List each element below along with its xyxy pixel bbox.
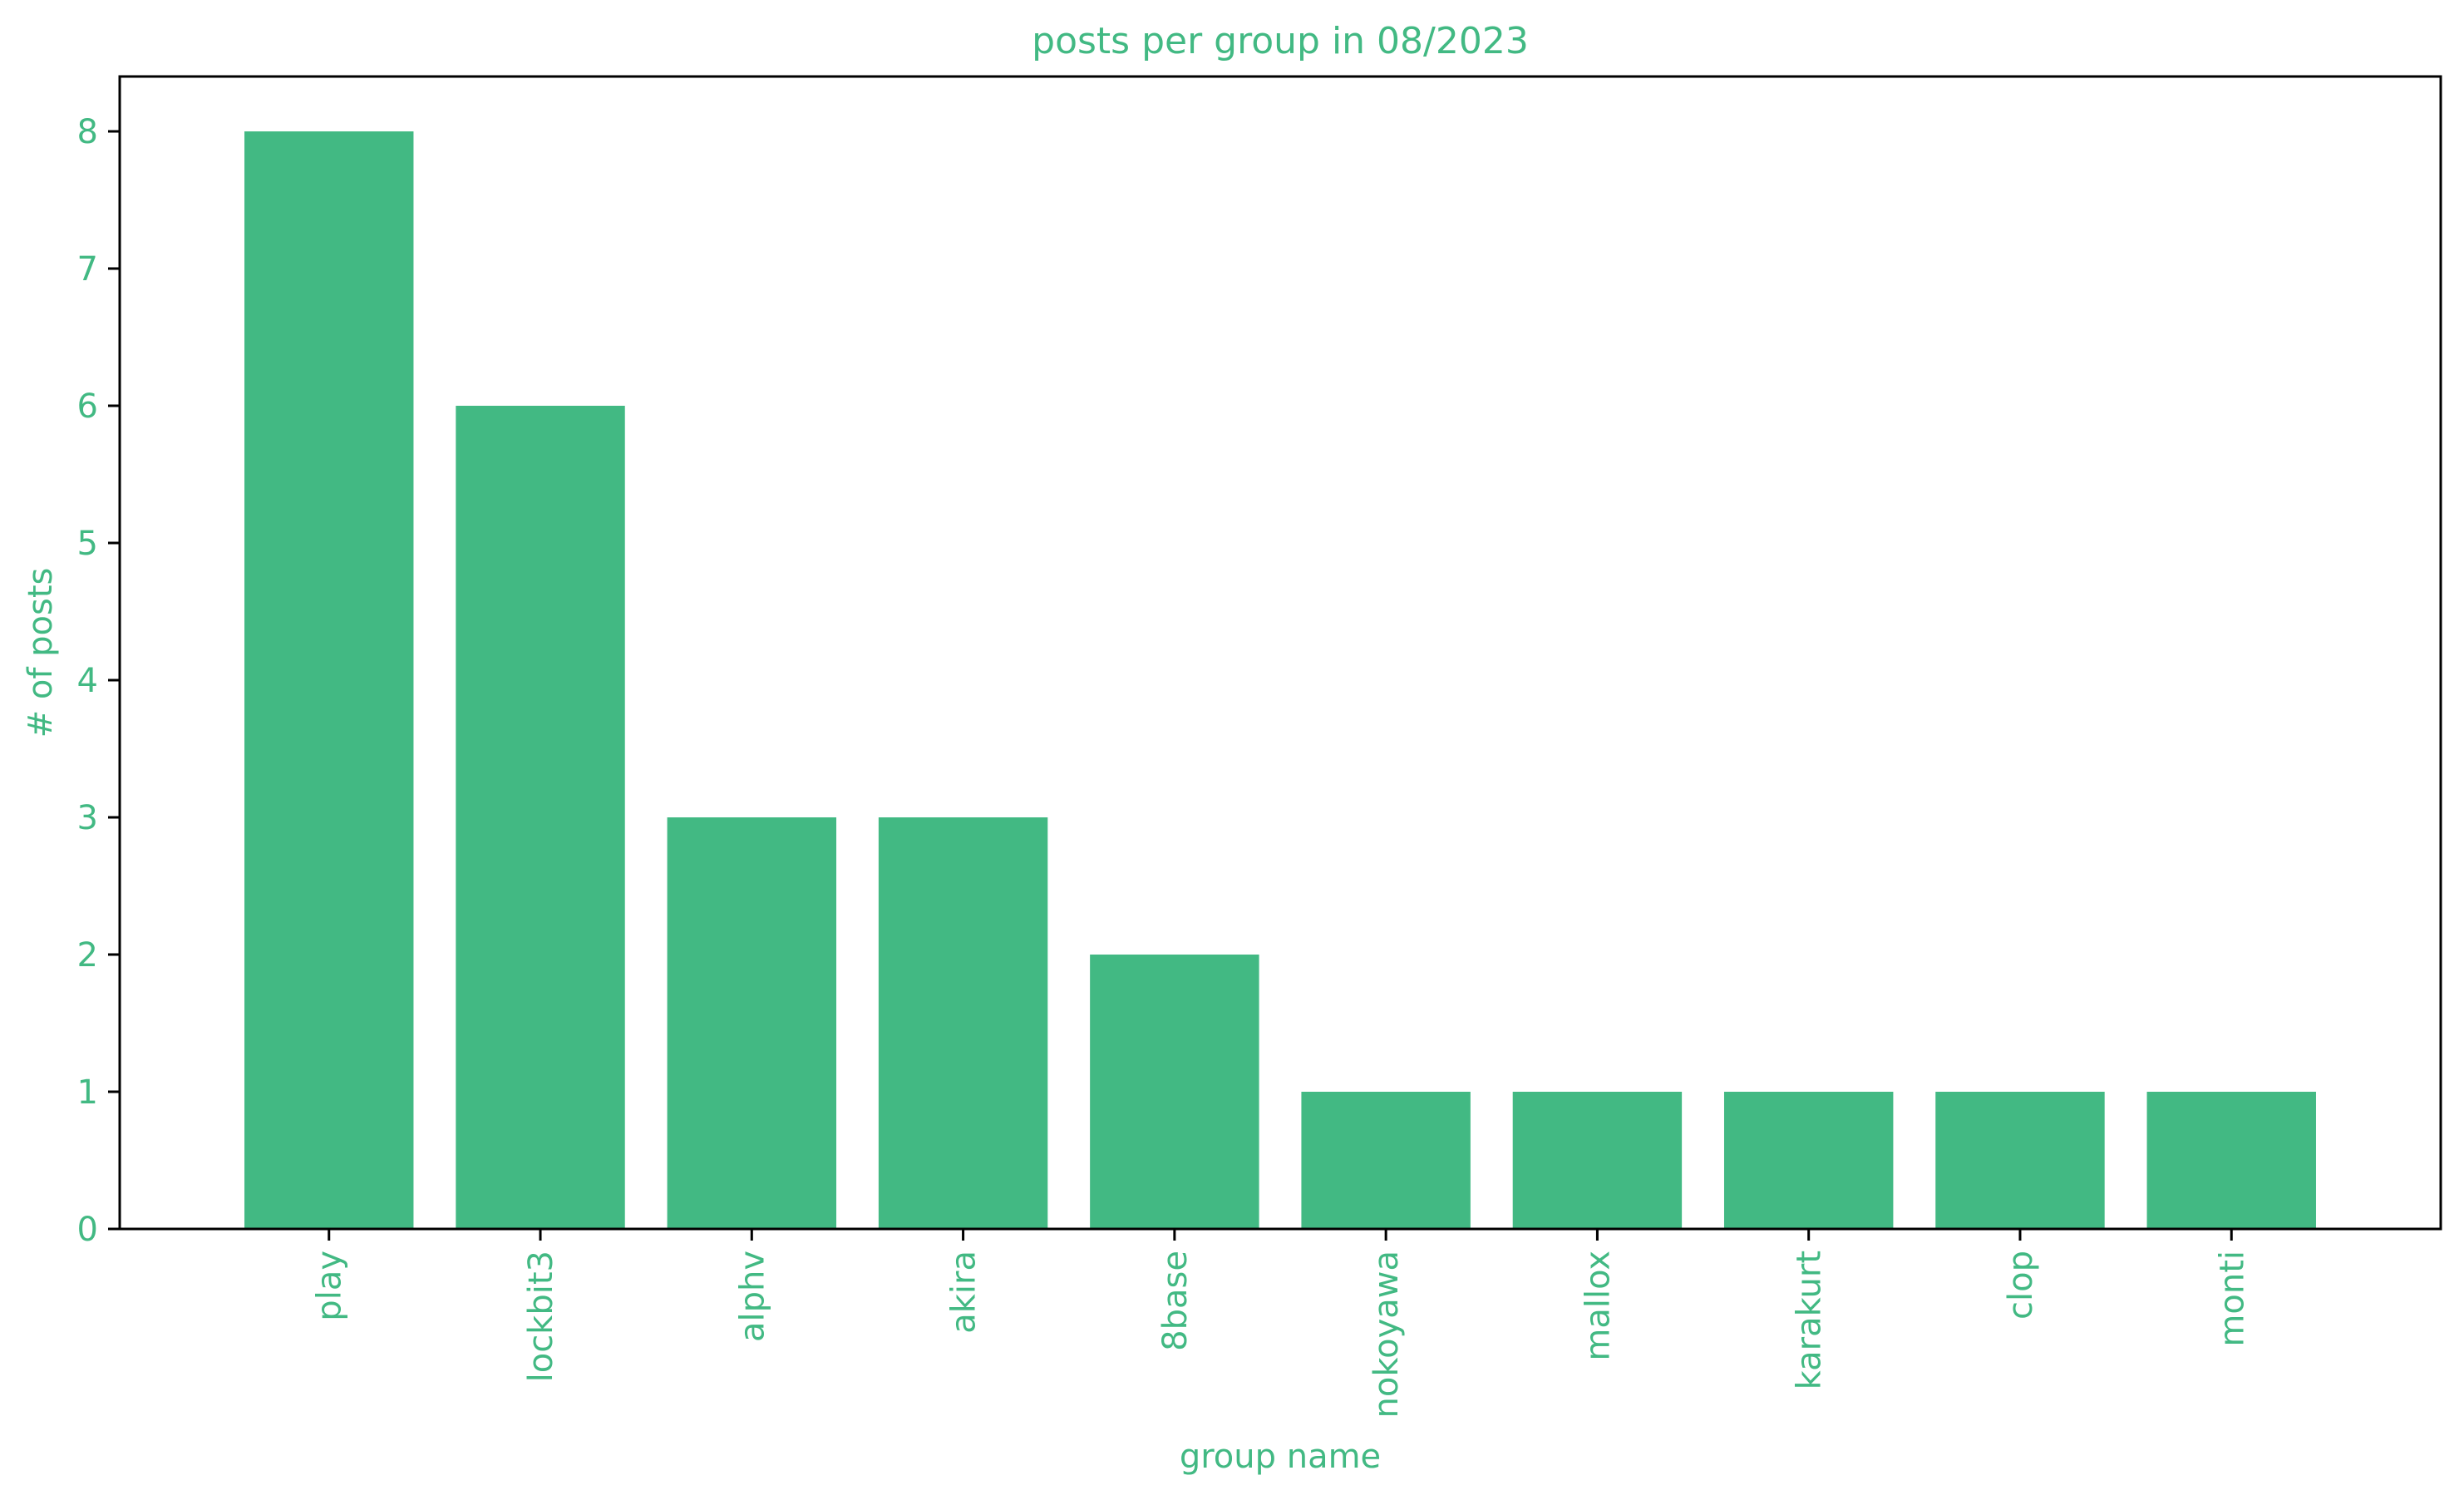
y-axis-ticks: 0 1 2 3 4 5 6 7 8 [77,113,120,1249]
y-tick-label: 1 [77,1073,98,1112]
x-tick-label-alphv: alphv [733,1251,771,1342]
y-axis-label: # of posts [22,568,60,738]
x-tick-label-8base: 8base [1156,1251,1195,1351]
x-tick-label-play: play [311,1251,349,1321]
y-tick-label: 4 [77,662,98,700]
y-tick-label: 2 [77,936,98,975]
y-tick-label: 6 [77,387,98,426]
bar-monti [2146,1092,2316,1229]
x-tick-label-clop: clop [2002,1251,2040,1320]
x-tick-label-lockbit3: lockbit3 [522,1251,560,1382]
x-tick-label-karakurt: karakurt [1791,1251,1829,1389]
bar-mallox [1512,1092,1683,1229]
bar-clop [1935,1092,2105,1229]
y-tick-label: 0 [77,1211,98,1249]
x-tick-label-nokoyawa: nokoyawa [1368,1251,1406,1418]
x-tick-label-mallox: mallox [1579,1251,1617,1361]
y-tick-label: 7 [77,250,98,289]
bar-alphv [667,817,837,1229]
y-tick-label: 8 [77,113,98,151]
bar-akira [878,817,1048,1229]
x-tick-label-akira: akira [945,1251,983,1334]
bar-8base [1090,955,1259,1229]
y-tick-label: 3 [77,799,98,837]
x-axis-label: group name [1180,1438,1381,1476]
bar-nokoyawa [1301,1092,1471,1229]
x-tick-label-monti: monti [2213,1251,2251,1347]
x-axis-ticks: play lockbit3 alphv akira 8base nokoyawa mallo… [311,1229,2251,1418]
bars [244,131,2316,1229]
bar-play [244,131,414,1229]
bar-lockbit3 [456,406,625,1229]
plot-area-frame [118,75,2442,1231]
bar-karakurt [1723,1092,1894,1229]
chart-title: posts per group in 08/2023 [1032,20,1529,62]
y-tick-label: 5 [77,525,98,563]
